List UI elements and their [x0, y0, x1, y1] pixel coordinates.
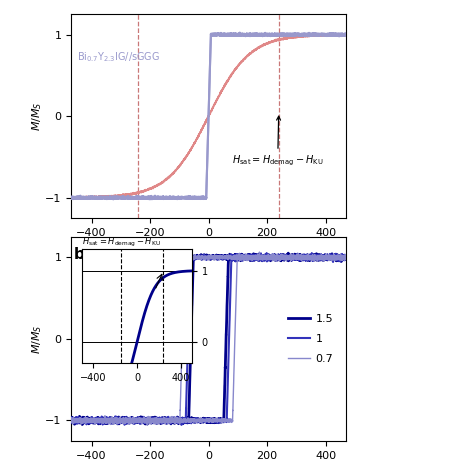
0.7 — [233, 296, 239, 301]
1.5 — [294, 255, 300, 261]
1.5 — [118, 417, 124, 423]
1 — [173, 417, 179, 423]
0.7 — [343, 253, 349, 259]
1 — [247, 254, 253, 259]
Line: 0.7: 0.7 — [71, 252, 346, 423]
1.5 — [68, 417, 74, 422]
0.7 — [247, 255, 253, 261]
0.7 — [173, 419, 179, 424]
1.5 — [273, 255, 279, 261]
1 — [273, 255, 279, 261]
Legend: 1.5, 1, 0.7: 1.5, 1, 0.7 — [283, 310, 337, 368]
1.5 — [285, 250, 291, 256]
1 — [132, 420, 137, 426]
Text: $H_{\rm sat}=H_{\rm demag}-H_{\rm KU}$: $H_{\rm sat}=H_{\rm demag}-H_{\rm KU}$ — [232, 116, 323, 168]
Text: Bi$_{0.7}$Y$_{2.3}$IG//sGGG: Bi$_{0.7}$Y$_{2.3}$IG//sGGG — [77, 51, 160, 64]
Text: b: b — [74, 247, 85, 262]
1 — [68, 418, 74, 423]
0.7 — [256, 249, 262, 255]
1.5 — [233, 253, 239, 258]
1 — [343, 253, 349, 258]
1 — [233, 255, 239, 261]
0.7 — [68, 417, 74, 422]
Line: 1.5: 1.5 — [71, 253, 346, 423]
1.5 — [247, 257, 253, 263]
1 — [118, 418, 124, 423]
1.5 — [125, 420, 131, 426]
X-axis label: $\mu_0 H$ in mT: $\mu_0 H$ in mT — [180, 243, 237, 257]
0.7 — [118, 418, 124, 423]
Y-axis label: $M/M_S$: $M/M_S$ — [30, 324, 44, 354]
1 — [264, 250, 270, 256]
Line: 1: 1 — [71, 253, 346, 423]
Y-axis label: $M/M_S$: $M/M_S$ — [30, 101, 44, 131]
0.7 — [273, 258, 279, 264]
1.5 — [343, 254, 349, 259]
1 — [294, 252, 300, 257]
0.7 — [165, 420, 171, 426]
0.7 — [294, 255, 300, 261]
1.5 — [173, 419, 179, 425]
